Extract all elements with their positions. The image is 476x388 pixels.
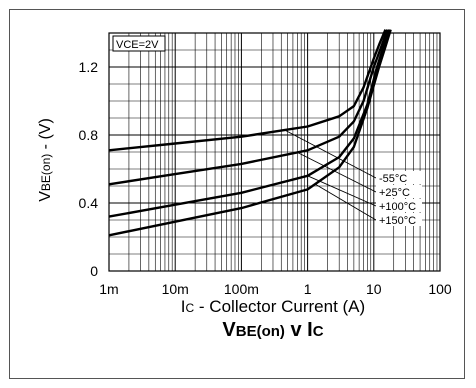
chart-title: VBE(on) v IC bbox=[222, 319, 323, 341]
minor-grid bbox=[109, 33, 440, 271]
x-tick-label: 10 bbox=[366, 281, 382, 297]
legend-leaders bbox=[284, 129, 377, 221]
y-axis-label: VBE(on) - (V) bbox=[37, 118, 54, 202]
y-tick-label: 1.2 bbox=[79, 59, 99, 75]
chart-frame bbox=[9, 9, 465, 379]
x-tick-label: 1m bbox=[99, 281, 118, 297]
legend-bg bbox=[376, 199, 422, 212]
plot-area bbox=[108, 32, 441, 272]
legend: -55°C +25°C +100°C +150°C bbox=[376, 171, 422, 227]
x-tick-label: 100m bbox=[224, 281, 259, 297]
legend-entry-2: +25°C bbox=[379, 187, 410, 199]
condition-label: VCE=2V bbox=[116, 39, 159, 51]
series-line-3 bbox=[108, 29, 391, 218]
legend-bg bbox=[376, 171, 422, 184]
y-tick-label: 0 bbox=[90, 263, 98, 279]
curves bbox=[108, 29, 392, 237]
legend-bg bbox=[376, 213, 422, 226]
x-tick-label: 10m bbox=[162, 281, 189, 297]
legend-entry-3: +100°C bbox=[379, 201, 416, 213]
y-tick-label: 0.8 bbox=[79, 127, 99, 143]
legend-bg bbox=[376, 185, 422, 198]
condition-box bbox=[112, 35, 166, 52]
legend-leader-4 bbox=[314, 183, 377, 221]
legend-entry-1: -55°C bbox=[379, 173, 407, 185]
series-line-4 bbox=[108, 29, 392, 237]
legend-leader-3 bbox=[307, 175, 377, 207]
series-line-1 bbox=[108, 29, 387, 152]
series-line-2 bbox=[108, 29, 389, 186]
x-axis-label: IC - Collector Current (A) bbox=[181, 297, 365, 316]
legend-leader-1 bbox=[284, 129, 377, 179]
legend-entry-4: +150°C bbox=[379, 215, 416, 227]
y-tick-labels: 0 0.4 0.8 1.2 bbox=[79, 59, 99, 279]
x-tick-label: 1 bbox=[304, 281, 312, 297]
y-tick-label: 0.4 bbox=[79, 195, 99, 211]
x-tick-labels: 1m 10m 100m 1 10 100 bbox=[99, 281, 452, 297]
legend-leader-2 bbox=[297, 152, 377, 193]
x-tick-label: 100 bbox=[428, 281, 452, 297]
